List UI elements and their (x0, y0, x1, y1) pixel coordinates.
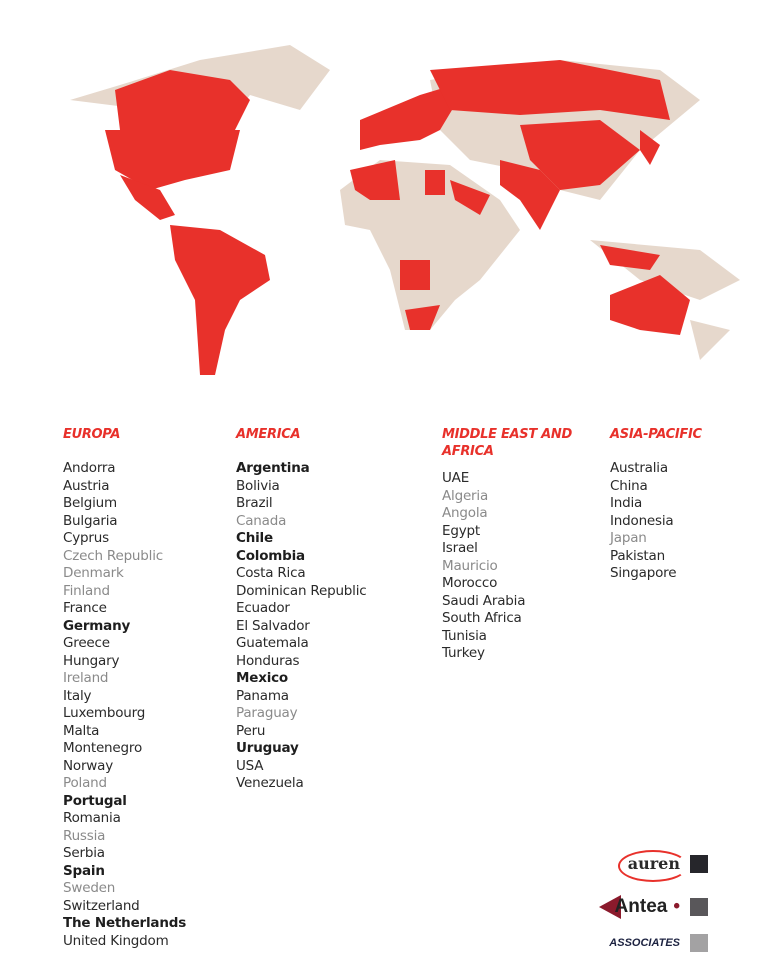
country-item: Uruguay (236, 740, 299, 756)
country-item: Hungary (63, 652, 120, 669)
country-item: United Kingdom (63, 932, 169, 949)
country-item: Portugal (63, 792, 127, 809)
country-item: Costa Rica (236, 565, 306, 581)
country-item: Poland (63, 775, 107, 791)
country-item: The Netherlands (63, 915, 187, 931)
country-item: Japan (610, 530, 647, 546)
country-item: Romania (63, 810, 121, 826)
country-item: Russia (63, 827, 106, 844)
country-item: Venezuela (236, 775, 304, 791)
region-heading: EUROPA (63, 427, 121, 442)
country-item: Finland (63, 582, 110, 599)
associates-label: ASSOCIATES (609, 937, 680, 949)
country-item: Cyprus (63, 530, 109, 546)
country-item: Honduras (236, 652, 300, 669)
country-item: Israel (442, 540, 478, 556)
country-item: Pakistan (610, 547, 665, 564)
country-item: Denmark (63, 565, 124, 581)
legend-auren: auren (617, 850, 708, 882)
column-america: AMERICA Argentina Bolivia Brazil Canada Chil… (236, 426, 367, 793)
country-item: UAE (442, 470, 470, 486)
country-item: Argentina (236, 460, 310, 476)
country-item: Indonesia (610, 512, 674, 529)
country-item: Greece (63, 635, 110, 651)
country-item: Morocco (442, 575, 498, 591)
country-item: Ecuador (236, 600, 290, 616)
country-item: Brazil (236, 495, 273, 511)
map-highlight-countries (105, 60, 690, 375)
country-item: Switzerland (63, 897, 140, 914)
country-item: Peru (236, 722, 266, 739)
country-item: Australia (610, 460, 668, 476)
country-item: Czech Republic (63, 547, 163, 564)
region-heading: MIDDLE EAST AND AFRICA (442, 427, 572, 459)
country-item: Egypt (442, 522, 480, 539)
country-item: Germany (63, 617, 131, 634)
country-item: Algeria (442, 487, 489, 504)
country-list: Andorra Austria Belgium Bulgaria Cyprus Czech… (63, 460, 186, 950)
country-list: Australia China India Indonesia Japan Pakista… (610, 460, 702, 583)
country-item: El Salvador (236, 617, 310, 634)
country-list: Argentina Bolivia Brazil Canada Chile Colombi… (236, 460, 367, 793)
country-item: Mauricio (442, 557, 498, 574)
country-item: Guatemala (236, 635, 309, 651)
region-heading: ASIA-PACIFIC (610, 427, 702, 442)
legend-associates: ASSOCIATES (609, 934, 708, 952)
country-item: Tunisia (442, 627, 487, 644)
legend-swatch (690, 854, 708, 873)
country-item: Dominican Republic (236, 582, 367, 599)
country-item: Luxembourg (63, 705, 146, 721)
country-item: Singapore (610, 565, 677, 581)
country-item: Sweden (63, 880, 116, 896)
country-item: South Africa (442, 610, 522, 626)
country-item: Austria (63, 477, 110, 494)
country-item: France (63, 600, 107, 616)
country-item: Bolivia (236, 477, 280, 494)
region-heading: AMERICA (236, 427, 301, 442)
country-item: Turkey (442, 645, 485, 661)
column-europa: EUROPA Andorra Austria Belgium Bulgaria Cypr… (63, 426, 186, 950)
country-item: India (610, 495, 643, 511)
country-item: Canada (236, 512, 287, 529)
legend-swatch (690, 898, 708, 916)
legend-swatch (690, 934, 708, 952)
country-item: Serbia (63, 845, 105, 861)
country-item: Malta (63, 722, 100, 739)
antea-logo: Antea • (598, 895, 680, 919)
country-item: Panama (236, 687, 289, 704)
legend-antea: Antea • (598, 895, 708, 919)
country-item: Belgium (63, 495, 117, 511)
auren-logo: auren (617, 850, 689, 882)
country-item: Montenegro (63, 740, 143, 756)
antea-triangle-icon (598, 895, 621, 919)
country-item: Angola (442, 505, 488, 521)
column-middle-east-africa: MIDDLE EAST AND AFRICA UAE Algeria Angola E… (442, 426, 582, 663)
country-item: Andorra (63, 460, 116, 476)
country-item: Italy (63, 687, 92, 704)
antea-text: Antea (614, 896, 668, 917)
world-map (70, 45, 740, 375)
country-item: Bulgaria (63, 512, 118, 529)
country-list: UAE Algeria Angola Egypt Israel Mauricio Moroc… (442, 470, 582, 663)
country-item: China (610, 477, 648, 494)
country-item: Spain (63, 862, 105, 879)
country-item: Chile (236, 530, 273, 546)
country-item: USA (236, 757, 264, 774)
country-item: Ireland (63, 670, 109, 686)
country-item: Colombia (236, 547, 305, 564)
country-item: Norway (63, 757, 114, 774)
column-asia-pacific: ASIA-PACIFIC Australia China India Indonesi… (610, 426, 702, 583)
country-item: Mexico (236, 670, 289, 686)
country-item: Saudi Arabia (442, 592, 526, 609)
country-item: Paraguay (236, 705, 298, 721)
